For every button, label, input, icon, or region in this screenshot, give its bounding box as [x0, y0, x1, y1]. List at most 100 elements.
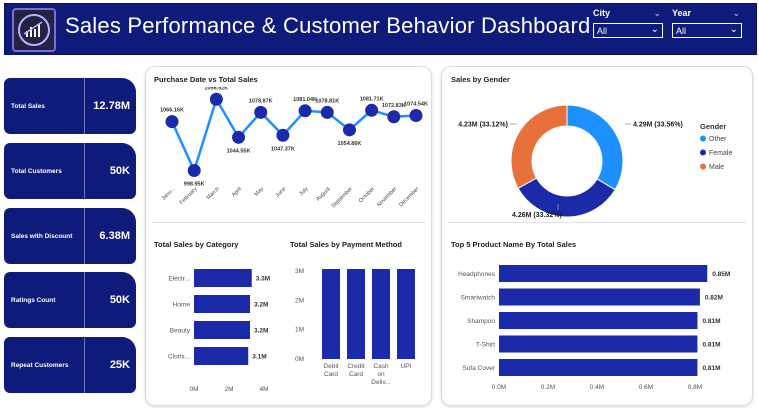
y-tick-label: 2M	[295, 297, 304, 304]
data-point	[254, 105, 268, 119]
data-point	[209, 92, 223, 106]
kpi-card-repeat-customers[interactable]: Repeat Customers 25K	[4, 337, 136, 393]
data-label: 1081.71K	[360, 96, 384, 102]
legend-label: Other	[709, 136, 727, 143]
category-bar	[194, 295, 250, 313]
kpi-value: 12.78M	[93, 100, 130, 112]
city-slicer-label: City	[593, 8, 611, 18]
y-tick-label: 3M	[295, 268, 304, 275]
data-label: 4.23M (33.12%)	[458, 122, 508, 129]
legend-label: Female	[709, 150, 732, 157]
payment-chart-title: Total Sales by Payment Method	[290, 240, 402, 249]
x-tick-label: Cash	[373, 363, 389, 370]
kpi-value: 50K	[109, 294, 130, 306]
kpi-label: Ratings Count	[11, 296, 56, 304]
legend-marker	[700, 149, 706, 156]
y-tick-label: Home	[173, 302, 191, 309]
x-tick-label: August	[315, 186, 332, 203]
payment-bar	[397, 269, 415, 359]
divider	[448, 222, 746, 223]
data-label: 0.81M	[702, 318, 720, 325]
city-slicer: City ⌄ All ⌄	[593, 8, 663, 38]
product-bar	[499, 335, 698, 353]
data-label: 1081.04K	[293, 97, 317, 103]
data-point	[165, 115, 179, 129]
x-tick-label: Debit	[323, 363, 338, 370]
x-tick-label: on	[377, 371, 385, 378]
category-bar	[194, 347, 249, 365]
data-label: 3.2M	[254, 328, 268, 335]
gender-donut-chart[interactable]: 4.29M (33.56%) 4.26M (33.32%) 4.23M (33.12…	[442, 85, 752, 221]
kpi-divider	[84, 208, 85, 264]
year-slicer: Year ⌄ All ⌄	[672, 8, 742, 38]
product-bar	[499, 288, 700, 306]
data-point	[276, 128, 290, 142]
gender-chart-title: Sales by Gender	[451, 75, 510, 84]
series-line	[170, 96, 417, 174]
y-tick-label: T-Shirt	[476, 342, 495, 349]
legend-label: Male	[709, 164, 724, 171]
x-tick-label: July	[298, 186, 309, 197]
y-tick-label: Electr...	[168, 276, 190, 283]
x-tick-label: September	[331, 186, 354, 209]
city-dropdown-value: All	[597, 26, 608, 36]
page-title: Sales Performance & Customer Behavior Da…	[65, 13, 591, 38]
y-tick-label: Sofa Cover	[462, 365, 495, 372]
chevron-down-icon: ⌄	[729, 24, 738, 35]
kpi-card-ratings-count[interactable]: Ratings Count 50K	[4, 272, 136, 328]
data-label: 3.3M	[256, 276, 270, 283]
kpi-card-sales-with-discount[interactable]: Sales with Discount 6.38M	[4, 208, 136, 264]
data-label: 3.2M	[254, 302, 268, 309]
x-tick-label: May	[254, 186, 266, 198]
data-label: 1078.87K	[249, 98, 273, 104]
chevron-down-icon[interactable]: ⌄	[732, 8, 740, 18]
divider	[152, 222, 426, 223]
x-tick-label: March	[206, 186, 221, 201]
category-chart-title: Total Sales by Category	[154, 240, 239, 249]
kpi-label: Repeat Customers	[11, 361, 69, 369]
data-point	[365, 103, 379, 117]
gender-products-panel: Sales by Gender 4.29M (33.56%) 4.26M (33.…	[441, 66, 753, 406]
legend-marker	[700, 163, 706, 170]
top-products-bar-chart[interactable]: Headphones 0.85M Smartwatch 0.82M Shampoo 0.8…	[442, 257, 752, 395]
product-bar	[499, 312, 698, 329]
y-tick-label: Headphones	[458, 271, 496, 278]
data-label: 0.82M	[705, 295, 723, 302]
data-label: 1054.86K	[338, 141, 362, 147]
data-label: 3.1M	[252, 354, 266, 361]
x-tick-label: June	[275, 186, 288, 199]
year-dropdown[interactable]: All ⌄	[672, 23, 742, 38]
donut-slice-other	[566, 104, 624, 191]
x-tick-label: Card	[349, 371, 363, 378]
kpi-label: Total Sales	[11, 102, 45, 110]
chevron-down-icon[interactable]: ⌄	[653, 8, 661, 18]
data-point	[342, 123, 356, 137]
kpi-card-total-customers[interactable]: Total Customers 50K	[4, 143, 136, 199]
x-tick-label: April	[231, 186, 243, 198]
x-tick-label: December	[398, 186, 420, 208]
y-tick-label: 0M	[295, 356, 304, 363]
kpi-value: 50K	[109, 165, 130, 177]
x-tick-label: 0M	[189, 386, 198, 393]
top-products-chart-title: Top 5 Product Name By Total Sales	[451, 240, 577, 249]
data-point	[232, 130, 246, 144]
data-label: 1066.16K	[160, 108, 184, 114]
payment-bar	[347, 269, 365, 359]
city-dropdown[interactable]: All ⌄	[593, 23, 663, 38]
payment-method-bar-chart[interactable]: 3M2M1M0MDebitCardCreditCardCashonDeliv..…	[284, 259, 430, 395]
year-slicer-label: Year	[672, 8, 692, 18]
product-bar	[499, 265, 708, 282]
data-label: 0.85M	[712, 271, 730, 278]
x-tick-label: Card	[324, 371, 338, 378]
data-label: 1044.55K	[227, 148, 251, 154]
kpi-divider	[84, 272, 85, 328]
chevron-down-icon: ⌄	[650, 24, 659, 35]
data-label: 4.26M (33.32%)	[512, 212, 562, 219]
y-tick-label: Beauty	[170, 328, 191, 335]
category-bar-chart[interactable]: Electr... 3.3M Home 3.2M Beauty 3.2M Clothi...…	[148, 263, 282, 395]
kpi-divider	[84, 337, 85, 393]
payment-bar	[322, 269, 340, 359]
data-label: 0.81M	[702, 342, 720, 349]
kpi-card-total-sales[interactable]: Total Sales 12.78M	[4, 78, 136, 134]
